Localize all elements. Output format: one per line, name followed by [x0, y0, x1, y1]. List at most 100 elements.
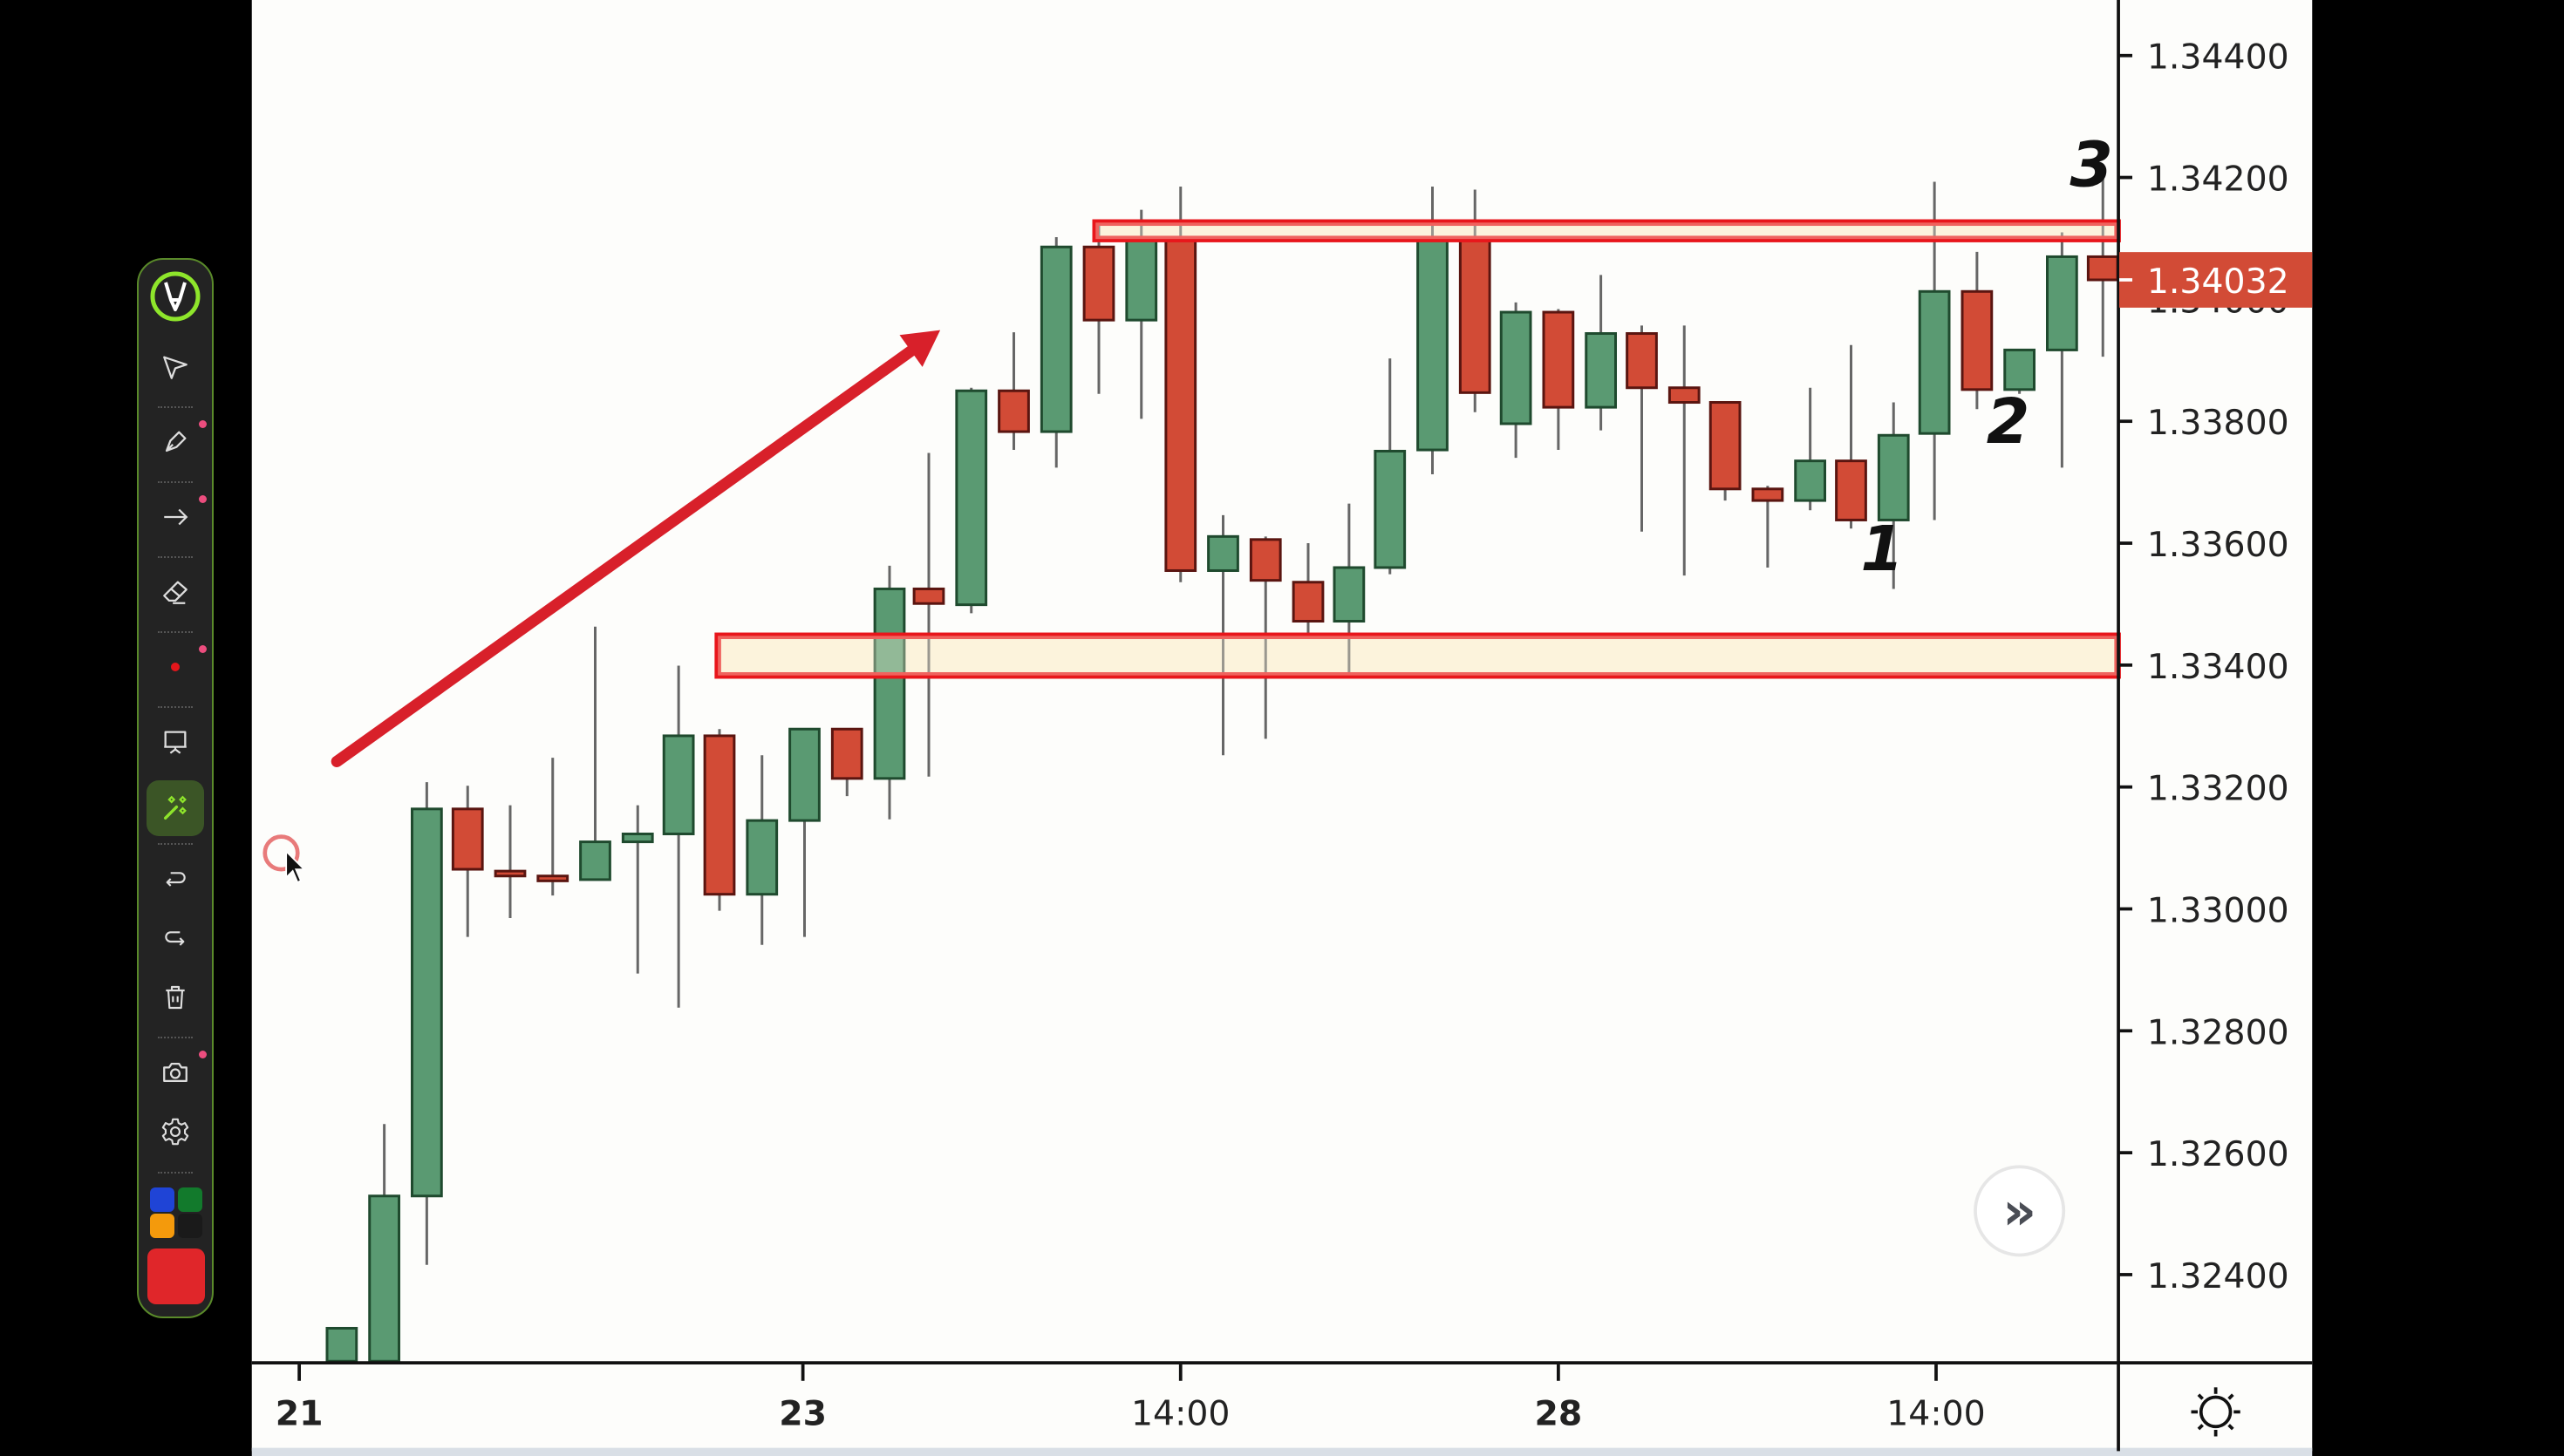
candle-body	[1835, 459, 1867, 521]
laser-indicator-dot	[199, 645, 207, 653]
annotation-label-3[interactable]: 3	[2070, 129, 2113, 201]
candle-body	[998, 389, 1030, 433]
toolbar-delete[interactable]	[139, 970, 212, 1025]
magic-wand-icon	[163, 795, 187, 820]
last-price-label: 1.34032	[2119, 252, 2313, 308]
price-tick-label: 1.33200	[2147, 769, 2289, 809]
annotation-label-1[interactable]: 1	[1860, 513, 1904, 585]
price-tick-label: 1.32800	[2147, 1012, 2289, 1052]
annotation-label-2[interactable]: 2	[1987, 385, 2030, 458]
price-tick-label: 1.33800	[2147, 403, 2289, 443]
price-tick-label: 1.32600	[2147, 1134, 2289, 1174]
color-swatch-black[interactable]	[178, 1214, 202, 1238]
price-tick-label: 1.34400	[2147, 37, 2289, 78]
candle-body	[1751, 487, 1784, 502]
price-tick-label: 1.33400	[2147, 647, 2289, 687]
trend-arrow[interactable]	[331, 345, 917, 767]
scroll-to-latest-button[interactable]: »	[1974, 1165, 2066, 1257]
candle-body	[325, 1326, 358, 1363]
arrow-head	[899, 330, 941, 367]
candle-body	[1499, 310, 1532, 425]
candle-body	[746, 819, 779, 896]
toolbar-pen[interactable]	[139, 414, 212, 470]
time-axis[interactable]: 21 23 14:00 28 14:00	[276, 1364, 1986, 1433]
candle-body	[451, 807, 484, 871]
candle-body	[1667, 386, 1701, 405]
candle-body	[2046, 255, 2078, 351]
candle-body	[1458, 237, 1491, 394]
screenshot-indicator-dot	[199, 1051, 207, 1058]
double-chevron-right-icon: »	[2002, 1180, 2036, 1242]
candle-body	[1542, 310, 1575, 409]
candle-body	[1794, 459, 1826, 502]
resistance-zone[interactable]	[1095, 222, 2118, 240]
candle-body	[1292, 581, 1325, 623]
drawing-toolbar	[137, 258, 214, 1318]
candle-body	[368, 1194, 400, 1363]
candle-body	[912, 587, 945, 605]
sun-icon[interactable]	[2191, 1387, 2240, 1437]
toolbar-undo[interactable]	[139, 851, 212, 907]
candle-body	[830, 727, 863, 780]
candle-body	[703, 734, 736, 896]
candle-body	[1626, 332, 1658, 390]
price-tick-label: 1.32400	[2147, 1256, 2289, 1296]
active-color-swatch[interactable]	[147, 1248, 205, 1304]
toolbar-screenshot[interactable]	[139, 1044, 212, 1100]
candle-body	[873, 587, 906, 780]
candle-body	[1249, 538, 1282, 582]
toolbar-logo[interactable]	[139, 269, 212, 324]
toolbar-laser[interactable]	[139, 639, 212, 695]
toolbar-whiteboard[interactable]	[139, 714, 212, 770]
price-tick-label: 1.33000	[2147, 890, 2289, 930]
candle-body	[621, 832, 654, 844]
toolbar-eraser[interactable]	[139, 564, 212, 620]
candle-body	[1918, 289, 1951, 435]
candle-body	[2003, 348, 2036, 391]
candle-body	[1961, 289, 1994, 391]
redo-icon	[165, 931, 185, 946]
time-tick-label: 28	[1534, 1393, 1582, 1433]
support-zone[interactable]	[718, 636, 2118, 676]
arrow-indicator-dot	[199, 495, 207, 503]
time-tick-label: 14:00	[1886, 1393, 1985, 1433]
candle-body	[788, 727, 821, 822]
candle-body	[579, 840, 611, 881]
candle-body	[2086, 255, 2119, 282]
candle-body	[494, 869, 527, 878]
candle-body	[1585, 332, 1617, 409]
time-tick-label: 14:00	[1131, 1393, 1230, 1433]
color-swatch-orange[interactable]	[150, 1214, 174, 1238]
candle-body	[1207, 534, 1239, 572]
candle-body	[1082, 245, 1115, 322]
toolbar-magic[interactable]	[139, 780, 212, 836]
pen-indicator-dot	[199, 420, 207, 428]
candle-body	[1877, 433, 1910, 521]
toolbar-settings[interactable]	[139, 1104, 212, 1160]
gear-icon	[161, 1118, 189, 1146]
undo-icon	[166, 872, 186, 887]
time-tick-label: 23	[779, 1393, 827, 1433]
candle-body	[1125, 237, 1158, 322]
time-tick-label: 21	[276, 1393, 324, 1433]
toolbar-arrow[interactable]	[139, 489, 212, 545]
candle-body	[1040, 245, 1073, 433]
red-dot-icon	[171, 663, 180, 671]
candle-body	[955, 389, 988, 607]
camera-icon	[163, 1062, 188, 1083]
candle-body	[411, 807, 443, 1198]
eraser-icon	[163, 581, 188, 604]
price-tick-label: 1.33600	[2147, 525, 2289, 565]
last-price-value: 1.34032	[2147, 262, 2289, 302]
toolbar-select[interactable]	[139, 339, 212, 395]
toolbar-redo[interactable]	[139, 910, 212, 966]
candle-body	[1708, 401, 1742, 491]
candle-body	[536, 874, 569, 882]
color-swatch-green[interactable]	[178, 1187, 202, 1212]
cursor-pointer-icon	[163, 356, 188, 379]
mouse-cursor	[263, 834, 307, 884]
color-swatch-blue[interactable]	[150, 1187, 174, 1212]
candle-body	[1416, 237, 1449, 452]
